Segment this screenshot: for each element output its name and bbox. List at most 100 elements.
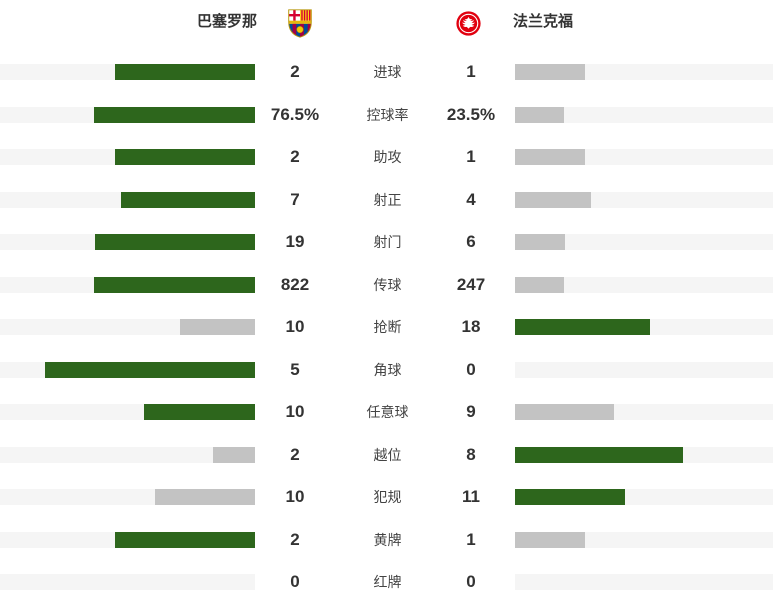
stat-label: 射正: [373, 191, 402, 208]
away-value: 1: [466, 147, 476, 167]
away-bar: [515, 149, 585, 166]
away-bar: [515, 106, 565, 123]
away-bar: [515, 234, 566, 251]
home-value: 7: [290, 189, 300, 209]
stat-label: 射门: [373, 234, 402, 251]
home-value: 0: [290, 572, 300, 592]
home-value: 19: [285, 232, 305, 252]
away-bar-track: [515, 319, 773, 336]
home-bar-track: [0, 531, 255, 548]
away-value: 4: [466, 189, 476, 209]
stat-row: 76.5% 控球率 23.5%: [0, 94, 773, 137]
home-bar: [94, 106, 255, 123]
spacer: [502, 234, 515, 250]
away-bar-track: [515, 276, 773, 293]
home-value: 2: [290, 147, 300, 167]
stat-label: 传球: [373, 276, 402, 293]
home-bar: [155, 489, 255, 506]
away-value: 0: [466, 359, 476, 379]
away-bar: [515, 404, 615, 421]
home-bar-track: [0, 234, 255, 251]
stat-label: 红牌: [373, 574, 402, 591]
home-value: 76.5%: [270, 104, 320, 124]
home-bar-track: [0, 446, 255, 463]
stat-row: 2 黄牌 1: [0, 519, 773, 562]
home-bar: [95, 234, 255, 251]
home-bar-track: [0, 404, 255, 421]
spacer: [502, 574, 515, 590]
away-value: 9: [466, 402, 476, 422]
away-bar: [515, 319, 650, 336]
away-value: 1: [466, 529, 476, 549]
stat-row: 2 助攻 1: [0, 136, 773, 179]
spacer: [502, 64, 515, 80]
home-bar-track: [0, 106, 255, 123]
stat-row: 5 角球 0: [0, 349, 773, 392]
header: 巴塞罗那: [0, 0, 773, 51]
home-value: 2: [290, 529, 300, 549]
home-bar: [213, 446, 255, 463]
stat-label: 进球: [373, 64, 402, 81]
home-bar: [115, 149, 255, 166]
stat-row: 0 红牌 0: [0, 561, 773, 604]
away-value: 11: [462, 487, 480, 507]
spacer: [502, 192, 515, 208]
home-bar-track: [0, 361, 255, 378]
away-bar-track: [515, 234, 773, 251]
spacer: [502, 362, 515, 378]
stat-label: 黄牌: [373, 531, 402, 548]
away-bar-track: [515, 531, 773, 548]
stat-row: 2 进球 1: [0, 51, 773, 94]
home-value: 10: [285, 317, 305, 337]
spacer: [502, 447, 515, 463]
home-value: 2: [290, 444, 300, 464]
away-bar-track: [515, 574, 773, 591]
away-value: 0: [466, 572, 476, 592]
frankfurt-crest-icon: [456, 11, 481, 36]
stat-label: 控球率: [366, 106, 409, 123]
home-value: 10: [285, 487, 305, 507]
home-bar: [115, 64, 255, 81]
away-bar-track: [515, 489, 773, 506]
away-value: 247: [456, 274, 486, 294]
stats-rows: 2 进球 1 76.5% 控球率 23.5% 2 助: [0, 51, 773, 604]
home-bar-track: [0, 319, 255, 336]
stat-row: 2 越位 8: [0, 434, 773, 477]
spacer: [502, 404, 515, 420]
away-bar-track: [515, 361, 773, 378]
home-team-name: 巴塞罗那: [196, 13, 257, 30]
home-bar: [93, 276, 255, 293]
away-bar: [515, 191, 592, 208]
away-value: 1: [466, 62, 476, 82]
away-value: 23.5%: [446, 104, 496, 124]
spacer: [502, 319, 515, 335]
stat-label: 越位: [373, 446, 402, 463]
away-bar: [515, 446, 683, 463]
away-bar-track: [515, 446, 773, 463]
stat-label: 助攻: [373, 149, 402, 166]
spacer: [502, 489, 515, 505]
barcelona-crest-icon: [288, 9, 312, 38]
home-bar-track: [0, 149, 255, 166]
away-bar-track: [515, 106, 773, 123]
away-bar: [515, 489, 625, 506]
away-bar-track: [515, 404, 773, 421]
home-value: 822: [280, 274, 310, 294]
stat-row: 10 任意球 9: [0, 391, 773, 434]
away-value: 6: [466, 232, 476, 252]
home-value: 2: [290, 62, 300, 82]
stat-row: 822 传球 247: [0, 264, 773, 307]
stat-row: 19 射门 6: [0, 221, 773, 264]
home-bar-track: [0, 489, 255, 506]
spacer: [502, 277, 515, 293]
stat-label: 任意球: [366, 404, 409, 421]
home-value: 5: [290, 359, 300, 379]
spacer: [502, 107, 515, 123]
stat-label: 犯规: [373, 489, 402, 506]
away-bar-track: [515, 191, 773, 208]
spacer: [502, 149, 515, 165]
home-value: 10: [285, 402, 305, 422]
home-bar-track: [0, 64, 255, 81]
away-bar: [515, 531, 585, 548]
